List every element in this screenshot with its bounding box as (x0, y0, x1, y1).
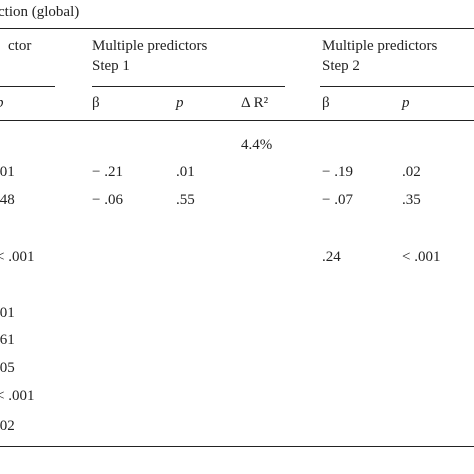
column-header: p (176, 95, 184, 111)
table-cell: .55 (176, 192, 195, 208)
table-cell: .01 (0, 305, 15, 321)
table-cell: − .06 (92, 192, 123, 208)
table-cell: .35 (402, 192, 421, 208)
table-cell: − .21 (92, 164, 123, 180)
group-rule (92, 86, 285, 87)
top-rule (0, 28, 474, 29)
group-header: Multiple predictors Step 2 (322, 38, 438, 74)
table-cell: .48 (0, 192, 15, 208)
column-header: β (92, 95, 100, 111)
column-header: p (0, 93, 4, 113)
header-rule (0, 120, 474, 121)
group-header: ctor (8, 38, 32, 54)
table-cell: .02 (0, 418, 15, 434)
column-header: p (402, 95, 410, 111)
table-cell: < .001 (402, 249, 441, 265)
table-cell: .02 (402, 164, 421, 180)
table-cell: .05 (0, 360, 15, 376)
table-cell: < .001 (0, 388, 35, 404)
column-header: β (322, 95, 330, 111)
group-rule (0, 86, 55, 87)
table-cell: .24 (322, 249, 341, 265)
table-cell: .61 (0, 332, 15, 348)
table-cell: − .07 (322, 192, 353, 208)
table-cell: .01 (0, 164, 15, 180)
group-header: Multiple predictors Step 1 (92, 38, 208, 74)
table-cell: − .19 (322, 164, 353, 180)
table-cell: 4.4% (241, 137, 273, 153)
table-cell: .01 (176, 164, 195, 180)
caption: ction (global) (0, 4, 80, 20)
table-cell: < .001 (0, 249, 35, 265)
column-header: Δ R² (241, 95, 269, 111)
group-rule (320, 86, 474, 87)
bottom-rule (0, 446, 474, 447)
